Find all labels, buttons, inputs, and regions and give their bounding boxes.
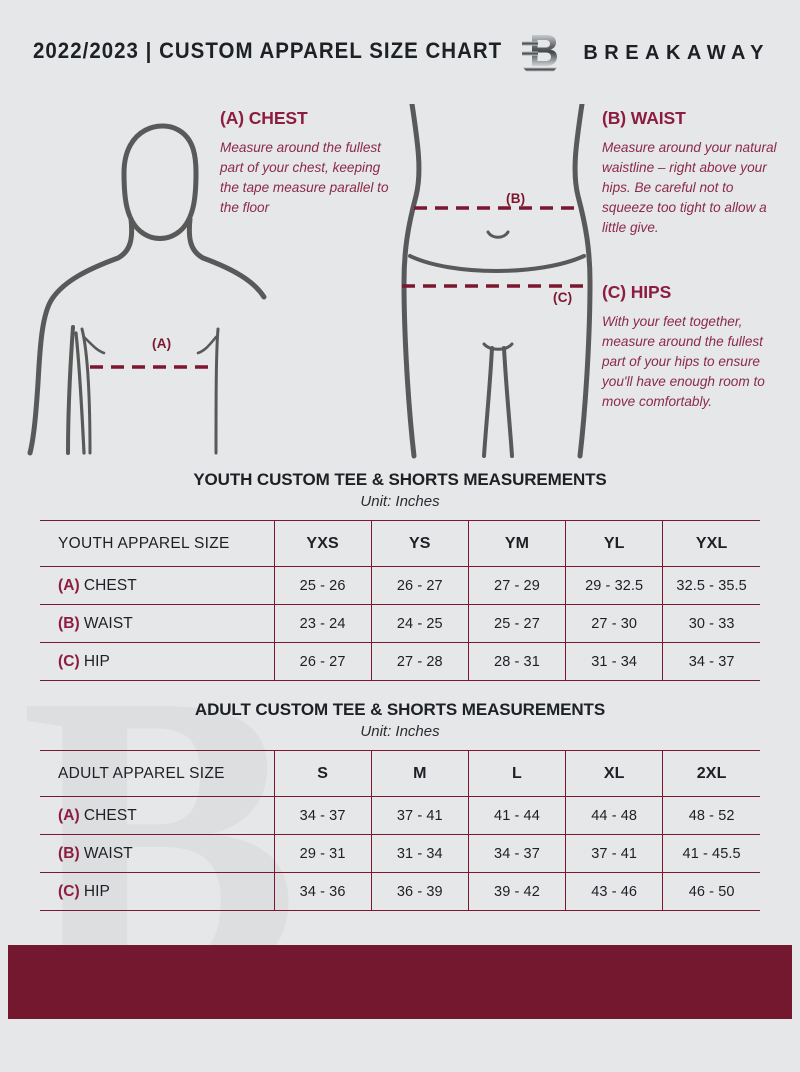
adult-size-table: ADULT APPAREL SIZE S M L XL 2XL (A) CHEST 34 - 3… — [40, 750, 760, 911]
callout-waist-title: (B) WAIST — [602, 108, 686, 128]
table-value-cell: 43 - 46 — [565, 872, 664, 911]
measurement-tag: (A) — [58, 806, 80, 824]
table-size-header-cell: M — [371, 750, 469, 797]
callout-hips-title: (C) HIPS — [602, 282, 672, 302]
callout-chest-body: Measure around the fullest part of your … — [220, 140, 389, 215]
callout-hips: (C) HIPS With your feet together, measur… — [602, 282, 782, 412]
youth-table-body: YOUTH APPAREL SIZE YXS YS YM YL YXL (A) CHEST 25… — [40, 520, 760, 681]
measurement-tag: (C) — [58, 652, 80, 670]
table-size-header-cell: YXS — [274, 520, 372, 567]
table-value-cell: 26 - 27 — [274, 642, 372, 681]
table-value-cell: 36 - 39 — [371, 872, 469, 911]
table-value-cell: 48 - 52 — [662, 796, 760, 835]
measurement-tag: (B) — [58, 614, 80, 632]
measurement-tag: (C) — [58, 882, 80, 900]
table-size-header-cell: S — [274, 750, 372, 797]
adult-table-heading: ADULT CUSTOM TEE & SHORTS MEASUREMENTS — [194, 700, 606, 719]
table-value-cell: 32.5 - 35.5 — [662, 566, 760, 605]
table-value-cell: 41 - 45.5 — [662, 834, 760, 873]
table-measurement-label: (B) WAIST — [40, 604, 275, 643]
table-value-cell: 27 - 29 — [468, 566, 567, 605]
measurement-figures: (A) (B) (C) — [0, 96, 800, 466]
table-value-cell: 37 - 41 — [371, 796, 469, 835]
table-row: (C) HIP 34 - 36 36 - 39 39 - 42 43 - 46 46 - 5… — [40, 872, 760, 911]
table-value-cell: 37 - 41 — [565, 834, 664, 873]
adult-table-unit: Unit: Inches — [360, 723, 440, 740]
upper-body-torso-outline-icon — [27, 123, 267, 456]
table-row-header-label: ADULT APPAREL SIZE — [40, 750, 275, 797]
table-row: (A) CHEST 34 - 37 37 - 41 41 - 44 44 - 48 48 -… — [40, 796, 760, 835]
callout-chest-title: (A) CHEST — [220, 108, 308, 128]
table-value-cell: 30 - 33 — [662, 604, 760, 643]
measurement-tag: (A) — [58, 576, 80, 594]
breakaway-b-monogram-icon — [522, 35, 558, 72]
table-size-header-cell: 2XL — [662, 750, 760, 797]
measurement-tag: (B) — [58, 844, 80, 862]
table-value-cell: 29 - 31 — [274, 834, 372, 873]
table-measurement-label: (B) WAIST — [40, 834, 275, 873]
callout-chest: (A) CHEST Measure around the fullest par… — [220, 108, 392, 218]
table-size-header-cell: YXL — [662, 520, 760, 567]
table-measurement-label: (C) HIP — [40, 872, 275, 911]
table-row: (C) HIP 26 - 27 27 - 28 28 - 31 31 - 34 34 - 3… — [40, 642, 760, 681]
table-measurement-label: (C) HIP — [40, 642, 275, 681]
brand-name: BREAKAWAY — [583, 41, 770, 64]
table-value-cell: 29 - 32.5 — [565, 566, 664, 605]
adult-table-block: ADULT CUSTOM TEE & SHORTS MEASUREMENTS U… — [0, 700, 800, 911]
dimension-label-c: (C) — [553, 290, 573, 305]
table-value-cell: 34 - 37 — [662, 642, 760, 681]
table-value-cell: 44 - 48 — [565, 796, 664, 835]
page-title: 2022/2023 | CUSTOM APPAREL SIZE CHART — [33, 38, 503, 63]
table-value-cell: 46 - 50 — [662, 872, 760, 911]
table-value-cell: 31 - 34 — [565, 642, 664, 681]
table-value-cell: 34 - 36 — [274, 872, 372, 911]
table-value-cell: 23 - 24 — [274, 604, 372, 643]
dimension-label-b: (B) — [506, 191, 526, 206]
table-row-header-label: YOUTH APPAREL SIZE — [40, 520, 275, 567]
youth-table-unit: Unit: Inches — [360, 493, 440, 510]
table-size-header-cell: YS — [371, 520, 469, 567]
brand-lockup: BREAKAWAY — [519, 31, 770, 75]
table-value-cell: 24 - 25 — [371, 604, 469, 643]
footer-accent-bar — [8, 945, 792, 1019]
table-value-cell: 26 - 27 — [371, 566, 469, 605]
youth-table-block: YOUTH CUSTOM TEE & SHORTS MEASUREMENTS U… — [0, 470, 800, 681]
table-value-cell: 28 - 31 — [468, 642, 567, 681]
callout-waist: (B) WAIST Measure around your natural wa… — [602, 108, 782, 238]
table-value-cell: 25 - 27 — [468, 604, 567, 643]
table-measurement-label: (A) CHEST — [40, 796, 275, 835]
table-size-header-cell: XL — [565, 750, 664, 797]
table-size-header-cell: L — [468, 750, 567, 797]
table-row: (A) CHEST 25 - 26 26 - 27 27 - 29 29 - 32.5 32… — [40, 566, 760, 605]
table-value-cell: 31 - 34 — [371, 834, 469, 873]
table-value-cell: 27 - 30 — [565, 604, 664, 643]
table-value-cell: 34 - 37 — [468, 834, 567, 873]
callout-hips-body: With your feet together, measure around … — [602, 314, 765, 409]
table-header-row: YOUTH APPAREL SIZE YXS YS YM YL YXL — [40, 520, 760, 567]
table-value-cell: 27 - 28 — [371, 642, 469, 681]
table-size-header-cell: YM — [468, 520, 567, 567]
table-row: (B) WAIST 23 - 24 24 - 25 25 - 27 27 - 30 30 -… — [40, 604, 760, 643]
table-size-header-cell: YL — [565, 520, 664, 567]
youth-size-table: YOUTH APPAREL SIZE YXS YS YM YL YXL (A) CHEST 25… — [40, 520, 760, 681]
youth-table-heading: YOUTH CUSTOM TEE & SHORTS MEASUREMENTS — [193, 470, 607, 489]
dimension-label-a: (A) — [152, 336, 172, 351]
adult-table-body: ADULT APPAREL SIZE S M L XL 2XL (A) CHEST 34 - 3… — [40, 750, 760, 911]
table-value-cell: 34 - 37 — [274, 796, 372, 835]
table-measurement-label: (A) CHEST — [40, 566, 275, 605]
table-header-row: ADULT APPAREL SIZE S M L XL 2XL — [40, 750, 760, 797]
table-value-cell: 25 - 26 — [274, 566, 372, 605]
table-value-cell: 39 - 42 — [468, 872, 567, 911]
callout-waist-body: Measure around your natural waistline – … — [602, 140, 777, 235]
lower-body-hips-outline-icon — [401, 104, 593, 459]
table-row: (B) WAIST 29 - 31 31 - 34 34 - 37 37 - 41 41 -… — [40, 834, 760, 873]
page-header: 2022/2023 | CUSTOM APPAREL SIZE CHART BR… — [0, 0, 800, 96]
table-value-cell: 41 - 44 — [468, 796, 567, 835]
